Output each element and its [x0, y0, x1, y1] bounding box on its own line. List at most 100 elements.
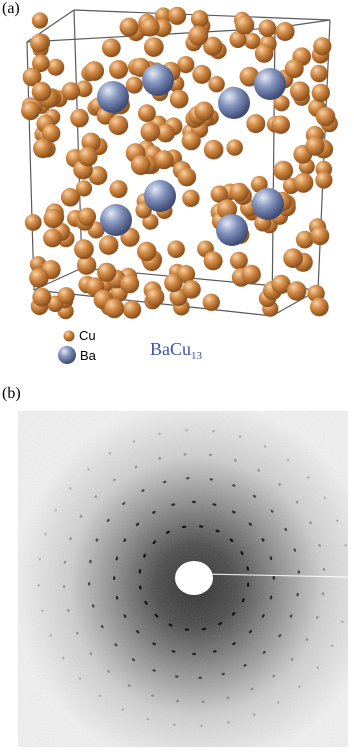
diffraction-spot [209, 478, 214, 481]
cu-atom [226, 139, 243, 156]
cu-atom [315, 107, 336, 127]
cu-atom [250, 175, 268, 193]
cu-atom [108, 115, 129, 135]
cu-atom [313, 37, 332, 56]
diffraction-spot [198, 676, 202, 680]
diffraction-spot [336, 519, 339, 522]
cu-atom [181, 131, 201, 151]
cu-atom [104, 298, 125, 319]
cu-atom [230, 251, 248, 270]
cu-atom [140, 122, 160, 142]
diffraction-spot [152, 642, 157, 646]
diffraction-spot [152, 540, 157, 545]
diffraction-spot [246, 566, 249, 571]
cu-atom [168, 6, 187, 25]
cu-atom [42, 124, 61, 143]
cu-atom [258, 19, 277, 37]
diffraction-spot [143, 553, 147, 558]
cu-atom-icon [63, 330, 75, 341]
panel-b-label: (b) [2, 385, 21, 402]
cu-atom [182, 189, 200, 207]
cu-atom [145, 287, 165, 307]
cu-atom [310, 64, 328, 83]
cu-atom [182, 280, 201, 299]
diffraction-spot [98, 694, 102, 698]
diffraction-spots [37, 428, 347, 728]
diffraction-spot [272, 575, 276, 580]
cu-atom [130, 155, 151, 176]
formula-subscript: 13 [191, 350, 203, 362]
cu-atom [109, 60, 128, 79]
diffraction-spot [154, 614, 159, 618]
diffraction-spot [269, 556, 273, 561]
diffraction-spot [152, 510, 156, 514]
cu-atom [203, 36, 223, 56]
compound-formula: BaCu13 [150, 339, 202, 362]
cu-atom [98, 235, 119, 255]
diffraction-spot [165, 530, 170, 534]
diffraction-spot [89, 559, 92, 564]
diffraction-spot [323, 496, 326, 500]
diffraction-spot [79, 514, 83, 518]
cu-atom [167, 240, 185, 258]
cu-atom [295, 230, 314, 249]
diffraction-spot [231, 611, 236, 616]
cu-atom [311, 83, 330, 103]
diffraction-spot [94, 495, 98, 498]
cu-atom [229, 31, 247, 48]
cu-atom [57, 287, 75, 305]
diffraction-spot [162, 480, 167, 484]
diffraction-spot [272, 674, 275, 678]
cu-atom [315, 171, 333, 189]
diffraction-spot [115, 556, 119, 561]
diffraction-spot [306, 476, 310, 479]
atoms-layer [21, 6, 338, 320]
diffraction-spot [114, 643, 118, 647]
diffraction-spot [286, 458, 290, 462]
diffraction-spot [250, 687, 254, 691]
cu-atom [31, 81, 52, 102]
cu-atom [154, 150, 174, 170]
crystal-structure-figure [21, 6, 338, 320]
ba-atom [252, 188, 284, 220]
diffraction-pattern-image [18, 411, 349, 747]
diffraction-spot [276, 701, 280, 704]
cu-atom [31, 12, 48, 29]
cu-atom [235, 15, 255, 35]
legend-ba: Ba [57, 345, 96, 365]
diffraction-spot [316, 615, 319, 619]
diffraction-spot [123, 614, 127, 618]
cu-atom [244, 32, 261, 50]
diffraction-spot [135, 522, 140, 527]
ba-atom-icon [58, 346, 76, 364]
diffraction-spot [186, 476, 190, 480]
diffraction-spot [257, 469, 261, 472]
diffraction-spot [241, 598, 245, 603]
diffraction-spot [158, 432, 161, 435]
diffraction-spot [174, 675, 179, 678]
diffraction-spot [322, 567, 326, 571]
diffraction-spot [263, 445, 267, 448]
diffraction-spot [229, 538, 234, 542]
cu-atom [289, 81, 310, 101]
diffraction-spot [316, 666, 319, 669]
diffraction-spot [121, 708, 125, 711]
diffraction-spot [284, 527, 288, 532]
cu-atom [156, 124, 175, 143]
diffraction-spot [138, 569, 142, 574]
diffraction-spot [278, 483, 281, 486]
diffraction-spot [221, 672, 226, 676]
diffraction-spot [62, 585, 66, 589]
diffraction-spot [192, 652, 197, 656]
cu-atom [177, 167, 197, 187]
diffraction-spot [185, 428, 188, 432]
cu-atom [283, 248, 303, 268]
diffraction-spot [152, 669, 156, 672]
cu-atom [287, 281, 307, 301]
cu-atom [194, 101, 214, 121]
cu-atom [137, 241, 157, 262]
formula-base: BaCu [150, 339, 192, 359]
diffraction-spot [201, 700, 205, 703]
ba-atom [144, 180, 176, 212]
diffraction-spot [100, 624, 104, 629]
